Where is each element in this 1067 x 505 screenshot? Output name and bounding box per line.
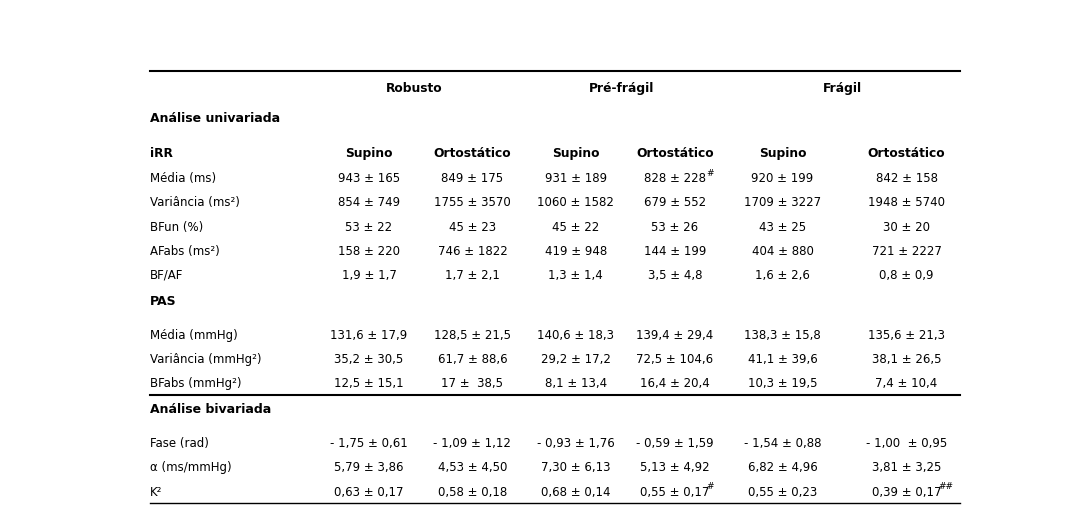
Text: 1948 ± 5740: 1948 ± 5740 [869, 196, 945, 209]
Text: 5,13 ± 4,92: 5,13 ± 4,92 [640, 461, 710, 473]
Text: 0,39 ± 0,17: 0,39 ± 0,17 [872, 485, 941, 497]
Text: 17 ±  38,5: 17 ± 38,5 [442, 376, 504, 389]
Text: 746 ± 1822: 746 ± 1822 [437, 244, 507, 257]
Text: 854 ± 749: 854 ± 749 [338, 196, 400, 209]
Text: - 1,75 ± 0,61: - 1,75 ± 0,61 [330, 436, 408, 449]
Text: 30 ± 20: 30 ± 20 [883, 220, 930, 233]
Text: AFabs (ms²): AFabs (ms²) [149, 244, 220, 257]
Text: 158 ± 220: 158 ± 220 [338, 244, 400, 257]
Text: K²: K² [149, 485, 162, 497]
Text: α (ms/mmHg): α (ms/mmHg) [149, 461, 232, 473]
Text: 10,3 ± 19,5: 10,3 ± 19,5 [748, 376, 817, 389]
Text: 842 ± 158: 842 ± 158 [876, 172, 938, 185]
Text: BF/AF: BF/AF [149, 268, 184, 281]
Text: Supino: Supino [346, 146, 393, 160]
Text: 419 ± 948: 419 ± 948 [544, 244, 607, 257]
Text: 943 ± 165: 943 ± 165 [338, 172, 400, 185]
Text: 139,4 ± 29,4: 139,4 ± 29,4 [636, 328, 714, 341]
Text: iRR: iRR [149, 146, 173, 160]
Text: - 1,00  ± 0,95: - 1,00 ± 0,95 [866, 436, 947, 449]
Text: 29,2 ± 17,2: 29,2 ± 17,2 [541, 352, 610, 365]
Text: ##: ## [938, 481, 953, 490]
Text: 1709 ± 3227: 1709 ± 3227 [744, 196, 822, 209]
Text: 7,30 ± 6,13: 7,30 ± 6,13 [541, 461, 610, 473]
Text: 5,79 ± 3,86: 5,79 ± 3,86 [334, 461, 403, 473]
Text: 128,5 ± 21,5: 128,5 ± 21,5 [434, 328, 511, 341]
Text: PAS: PAS [149, 294, 176, 308]
Text: Média (mmHg): Média (mmHg) [149, 328, 238, 341]
Text: 138,3 ± 15,8: 138,3 ± 15,8 [744, 328, 821, 341]
Text: 43 ± 25: 43 ± 25 [759, 220, 806, 233]
Text: 45 ± 23: 45 ± 23 [449, 220, 496, 233]
Text: 144 ± 199: 144 ± 199 [643, 244, 706, 257]
Text: - 0,59 ± 1,59: - 0,59 ± 1,59 [636, 436, 714, 449]
Text: Robusto: Robusto [386, 82, 443, 95]
Text: Supino: Supino [759, 146, 807, 160]
Text: - 1,54 ± 0,88: - 1,54 ± 0,88 [744, 436, 822, 449]
Text: 1,6 ± 2,6: 1,6 ± 2,6 [755, 268, 810, 281]
Text: 41,1 ± 39,6: 41,1 ± 39,6 [748, 352, 817, 365]
Text: 135,6 ± 21,3: 135,6 ± 21,3 [869, 328, 945, 341]
Text: 0,55 ± 0,23: 0,55 ± 0,23 [748, 485, 817, 497]
Text: 404 ± 880: 404 ± 880 [751, 244, 813, 257]
Text: 849 ± 175: 849 ± 175 [442, 172, 504, 185]
Text: Média (ms): Média (ms) [149, 172, 216, 185]
Text: 45 ± 22: 45 ± 22 [552, 220, 600, 233]
Text: BFun (%): BFun (%) [149, 220, 203, 233]
Text: #: # [706, 169, 714, 178]
Text: 7,4 ± 10,4: 7,4 ± 10,4 [875, 376, 938, 389]
Text: BFabs (mmHg²): BFabs (mmHg²) [149, 376, 241, 389]
Text: 6,82 ± 4,96: 6,82 ± 4,96 [748, 461, 817, 473]
Text: 1,7 ± 2,1: 1,7 ± 2,1 [445, 268, 499, 281]
Text: Ortostático: Ortostático [867, 146, 945, 160]
Text: #: # [706, 481, 714, 490]
Text: Pré-frágil: Pré-frágil [589, 82, 654, 95]
Text: 53 ± 22: 53 ± 22 [346, 220, 393, 233]
Text: Análise univariada: Análise univariada [149, 112, 280, 125]
Text: 1,3 ± 1,4: 1,3 ± 1,4 [548, 268, 603, 281]
Text: Variância (ms²): Variância (ms²) [149, 196, 240, 209]
Text: 679 ± 552: 679 ± 552 [644, 196, 706, 209]
Text: 72,5 ± 104,6: 72,5 ± 104,6 [636, 352, 714, 365]
Text: 8,1 ± 13,4: 8,1 ± 13,4 [545, 376, 607, 389]
Text: 16,4 ± 20,4: 16,4 ± 20,4 [640, 376, 710, 389]
Text: 828 ± 228: 828 ± 228 [644, 172, 706, 185]
Text: 3,5 ± 4,8: 3,5 ± 4,8 [648, 268, 702, 281]
Text: Frágil: Frágil [823, 82, 862, 95]
Text: 721 ± 2227: 721 ± 2227 [872, 244, 941, 257]
Text: 1060 ± 1582: 1060 ± 1582 [538, 196, 615, 209]
Text: Variância (mmHg²): Variância (mmHg²) [149, 352, 261, 365]
Text: 3,81 ± 3,25: 3,81 ± 3,25 [872, 461, 941, 473]
Text: Supino: Supino [552, 146, 600, 160]
Text: 35,2 ± 30,5: 35,2 ± 30,5 [334, 352, 403, 365]
Text: - 1,09 ± 1,12: - 1,09 ± 1,12 [433, 436, 511, 449]
Text: Análise bivariada: Análise bivariada [149, 402, 271, 416]
Text: 38,1 ± 26,5: 38,1 ± 26,5 [872, 352, 941, 365]
Text: 53 ± 26: 53 ± 26 [652, 220, 699, 233]
Text: - 0,93 ± 1,76: - 0,93 ± 1,76 [537, 436, 615, 449]
Text: Fase (rad): Fase (rad) [149, 436, 209, 449]
Text: 931 ± 189: 931 ± 189 [545, 172, 607, 185]
Text: 0,68 ± 0,14: 0,68 ± 0,14 [541, 485, 610, 497]
Text: 0,58 ± 0,18: 0,58 ± 0,18 [437, 485, 507, 497]
Text: 4,53 ± 4,50: 4,53 ± 4,50 [437, 461, 507, 473]
Text: 140,6 ± 18,3: 140,6 ± 18,3 [538, 328, 615, 341]
Text: 1,9 ± 1,7: 1,9 ± 1,7 [341, 268, 397, 281]
Text: 1755 ± 3570: 1755 ± 3570 [434, 196, 511, 209]
Text: Ortostático: Ortostático [636, 146, 714, 160]
Text: 12,5 ± 15,1: 12,5 ± 15,1 [334, 376, 404, 389]
Text: 0,8 ± 0,9: 0,8 ± 0,9 [879, 268, 934, 281]
Text: 0,63 ± 0,17: 0,63 ± 0,17 [334, 485, 403, 497]
Text: 0,55 ± 0,17: 0,55 ± 0,17 [640, 485, 710, 497]
Text: 131,6 ± 17,9: 131,6 ± 17,9 [331, 328, 408, 341]
Text: Ortostático: Ortostático [433, 146, 511, 160]
Text: 920 ± 199: 920 ± 199 [751, 172, 814, 185]
Text: 61,7 ± 88,6: 61,7 ± 88,6 [437, 352, 507, 365]
